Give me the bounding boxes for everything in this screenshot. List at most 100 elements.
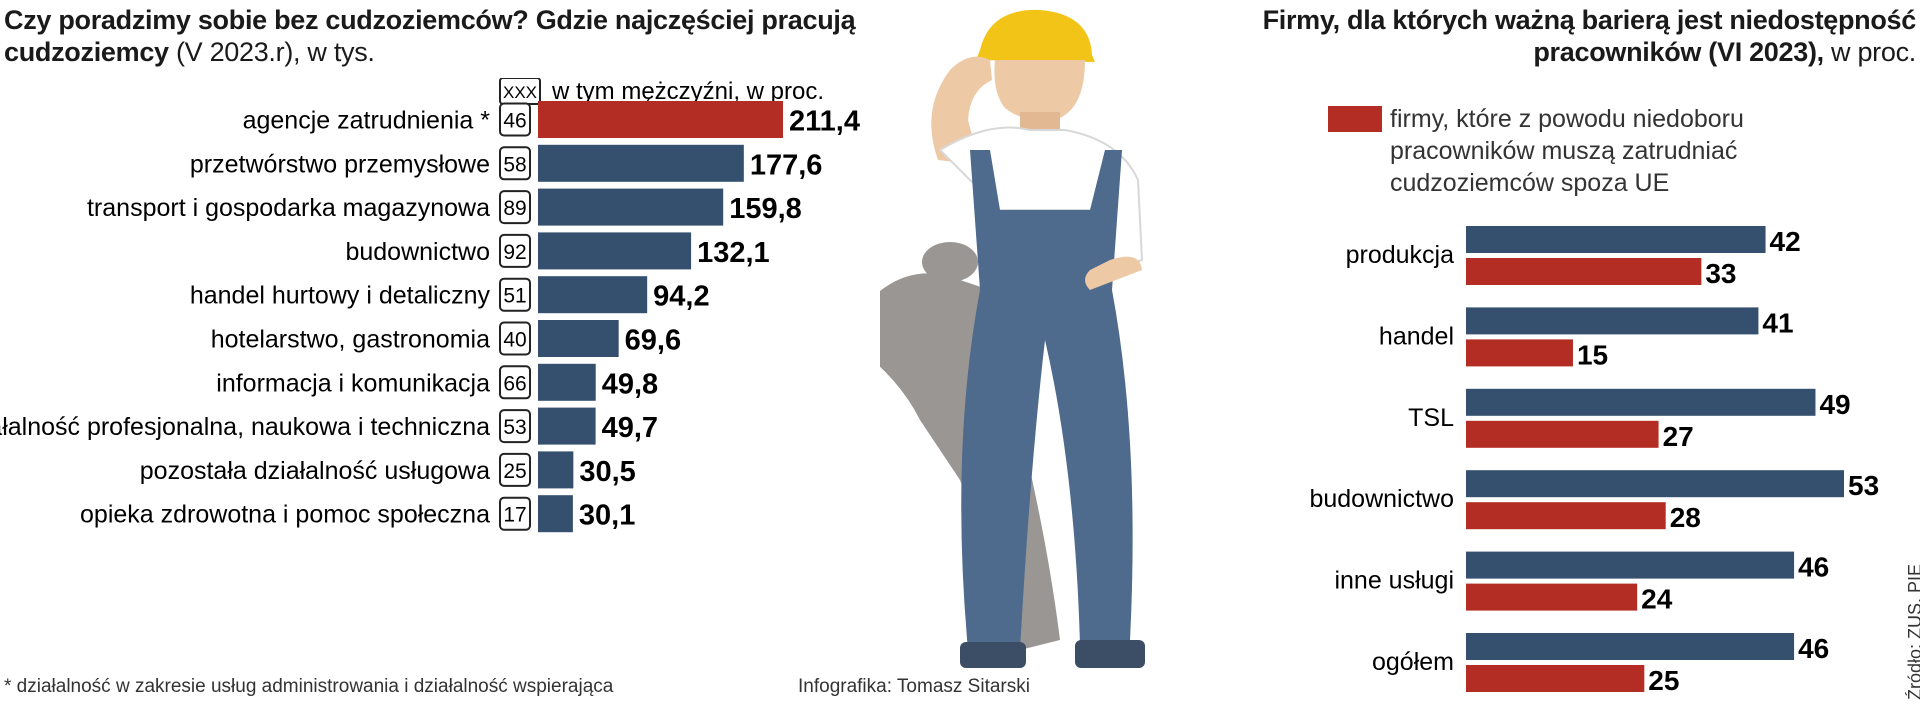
value-label: 41 bbox=[1762, 307, 1793, 338]
value-label: 30,1 bbox=[579, 500, 635, 532]
helmet-icon bbox=[976, 9, 1095, 62]
men-percent-label: 89 bbox=[503, 197, 526, 220]
category-label: przetwórstwo przemysłowe bbox=[190, 150, 490, 178]
category-label: opieka zdrowotna i pomoc społeczna bbox=[80, 501, 490, 529]
value-label: 27 bbox=[1663, 421, 1694, 452]
left-bar-chart: XXX w tym mężczyźni, w proc. agencje zatr… bbox=[0, 78, 860, 533]
right-bars: produkcja 42 33 handel 41 15 TSL 49 27 budownictw… bbox=[1309, 226, 1879, 696]
men-percent-label: 66 bbox=[503, 372, 526, 395]
category-label: handel hurtowy i detaliczny bbox=[190, 282, 491, 310]
value-label: 49 bbox=[1819, 389, 1850, 420]
bar bbox=[1466, 258, 1702, 285]
value-label: 46 bbox=[1798, 552, 1829, 583]
men-percent-box bbox=[499, 496, 531, 531]
men-percent-box bbox=[499, 233, 531, 268]
legend-label: firmy, które z powodu niedoboru bbox=[1390, 105, 1744, 133]
value-label: 30,5 bbox=[579, 456, 635, 488]
value-label: 25 bbox=[1648, 665, 1679, 696]
right-legend: firmy, które z powodu niedoboru pracownik… bbox=[1328, 105, 1744, 197]
bar bbox=[538, 144, 744, 182]
bar bbox=[1466, 307, 1759, 335]
bar bbox=[1466, 226, 1766, 253]
value-label: 15 bbox=[1577, 339, 1608, 370]
right-chart-title: Firmy, dla których ważną barierą jest ni… bbox=[1262, 5, 1917, 67]
bar bbox=[538, 320, 619, 357]
men-percent-label: 25 bbox=[503, 460, 526, 483]
left-legend: XXX w tym mężczyźni, w proc. bbox=[499, 78, 824, 105]
value-label: 69,6 bbox=[625, 325, 681, 357]
value-label: 159,8 bbox=[729, 193, 802, 225]
bar bbox=[1466, 339, 1573, 367]
category-label: inne usługi bbox=[1334, 567, 1454, 595]
worker-arm-raised bbox=[931, 56, 992, 165]
category-label: handel bbox=[1379, 322, 1454, 350]
men-percent-label: 17 bbox=[503, 504, 526, 527]
value-label: 28 bbox=[1670, 502, 1701, 533]
men-percent-box bbox=[499, 452, 531, 487]
worker-illustration bbox=[880, 9, 1145, 668]
value-label: 46 bbox=[1798, 633, 1829, 664]
category-label: pozostała działalność usługowa bbox=[140, 457, 490, 485]
men-percent-label: 53 bbox=[503, 416, 526, 439]
bar bbox=[1466, 551, 1795, 579]
men-percent-label: 51 bbox=[503, 285, 526, 308]
bar bbox=[538, 451, 574, 489]
men-percent-box bbox=[499, 277, 531, 312]
men-percent-label: 92 bbox=[503, 241, 526, 264]
men-percent-box bbox=[499, 190, 531, 225]
category-label: hotelarstwo, gastronomia bbox=[211, 326, 490, 354]
left-chart-title: Czy poradzimy sobie bez cudzoziemców? Gd… bbox=[4, 5, 856, 67]
category-label: produkcja bbox=[1346, 241, 1454, 269]
men-percent-box bbox=[499, 146, 531, 181]
bar bbox=[1466, 583, 1638, 611]
men-percent-box bbox=[499, 365, 531, 400]
bar bbox=[1466, 633, 1795, 660]
left-bars: agencje zatrudnienia * 46 211,4 przetwórstw… bbox=[0, 101, 860, 533]
value-label: 24 bbox=[1641, 584, 1673, 615]
men-percent-label: 40 bbox=[503, 329, 526, 352]
value-label: 94,2 bbox=[653, 281, 709, 313]
right-bar-chart: firmy, które z powodu niedoboru pracownik… bbox=[1309, 105, 1879, 696]
bar bbox=[1466, 665, 1645, 692]
value-label: 211,4 bbox=[789, 106, 860, 138]
category-label: ogółem bbox=[1372, 648, 1454, 676]
worker-boot-right bbox=[1075, 640, 1145, 668]
bar bbox=[538, 232, 692, 270]
value-label: 33 bbox=[1705, 258, 1736, 289]
bar bbox=[1466, 420, 1659, 448]
worker-head bbox=[994, 60, 1085, 121]
category-label: transport i gospodarka magazynowa bbox=[87, 194, 490, 222]
category-label: TSL bbox=[1408, 404, 1454, 432]
worker-boot-left bbox=[960, 642, 1026, 668]
value-label: 49,7 bbox=[602, 412, 658, 444]
men-percent-box bbox=[499, 102, 531, 137]
category-label: budownictwo bbox=[1309, 485, 1454, 513]
value-label: 132,1 bbox=[697, 237, 770, 269]
bar bbox=[538, 276, 648, 314]
legend-box-text: XXX bbox=[503, 83, 537, 102]
bar bbox=[538, 188, 724, 226]
category-label: agencje zatrudnienia * bbox=[243, 107, 491, 135]
value-label: 42 bbox=[1770, 226, 1801, 257]
legend-swatch bbox=[1328, 106, 1382, 132]
legend-label: pracowników muszą zatrudniać bbox=[1390, 137, 1737, 165]
men-percent-box bbox=[499, 409, 531, 444]
category-label: działalność profesjonalna, naukowa i tec… bbox=[0, 413, 490, 441]
legend-label: w tym mężczyźni, w proc. bbox=[551, 78, 824, 105]
bar bbox=[1466, 502, 1666, 530]
category-label: informacja i komunikacja bbox=[216, 369, 490, 397]
value-label: 177,6 bbox=[750, 149, 823, 181]
bar bbox=[1466, 388, 1816, 416]
bar bbox=[538, 101, 783, 138]
value-label: 49,8 bbox=[602, 368, 658, 400]
men-percent-box bbox=[499, 321, 531, 356]
source-note: Źródło: ZUS, PIE bbox=[1905, 563, 1920, 700]
bar bbox=[538, 407, 596, 445]
value-label: 53 bbox=[1848, 470, 1879, 501]
footnote: * działalność w zakresie usług administr… bbox=[4, 676, 614, 697]
bar bbox=[538, 495, 573, 533]
bar bbox=[538, 363, 596, 401]
category-label: budownictwo bbox=[345, 238, 490, 266]
men-percent-label: 58 bbox=[503, 153, 526, 176]
bar bbox=[1466, 470, 1844, 498]
